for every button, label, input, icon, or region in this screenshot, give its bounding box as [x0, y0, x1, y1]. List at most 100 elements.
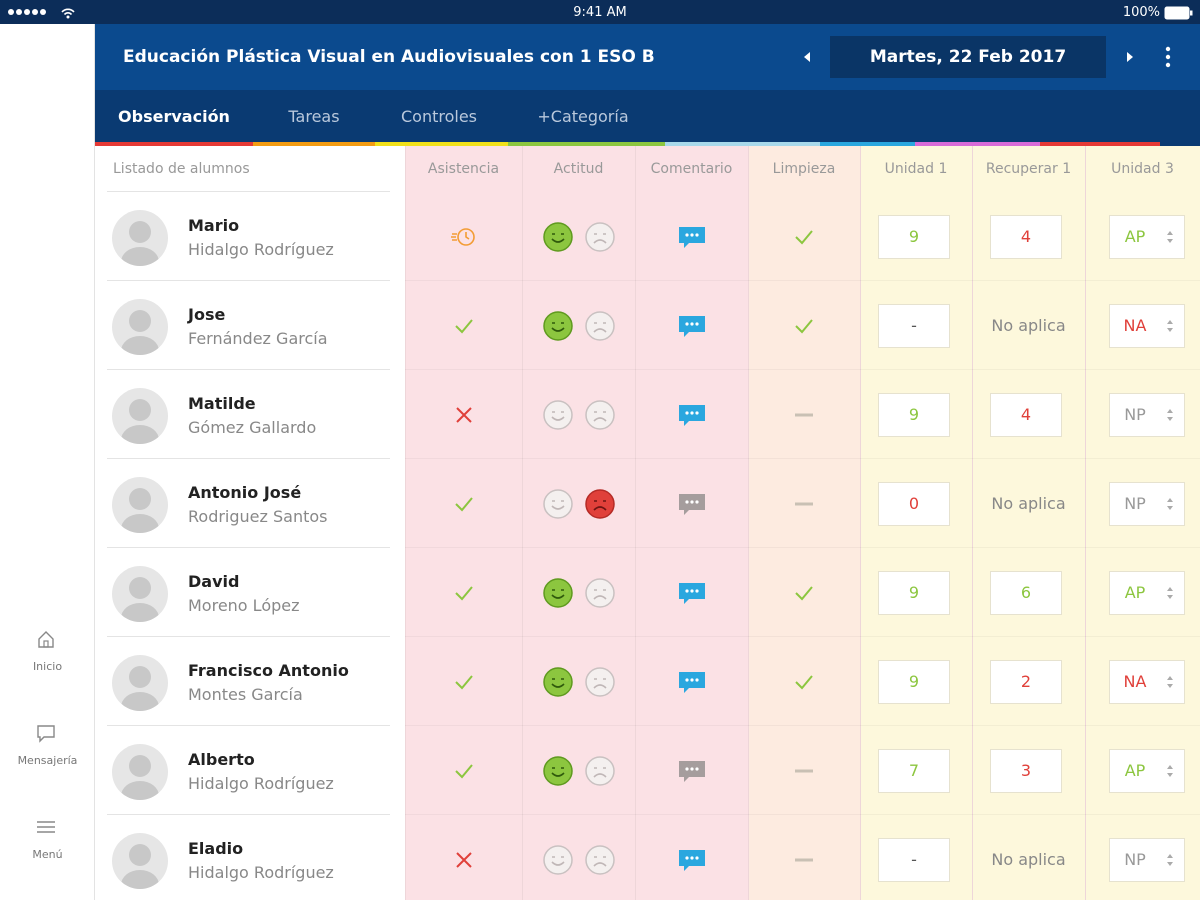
tab[interactable]: Controles: [400, 106, 477, 126]
grade-box[interactable]: 3: [990, 748, 1062, 793]
next-date[interactable]: [1118, 40, 1142, 74]
comment-button[interactable]: [635, 753, 748, 789]
grade-select[interactable]: NP: [1109, 837, 1185, 882]
cleanliness-status[interactable]: [748, 664, 860, 700]
attendance-status[interactable]: [405, 308, 522, 344]
icon: [542, 488, 573, 519]
attendance-status[interactable]: [405, 664, 522, 700]
select-arrows: [1164, 228, 1176, 246]
student-first-name[interactable]: Francisco Antonio: [188, 661, 349, 680]
student-first-name[interactable]: Antonio José: [188, 483, 302, 502]
tab[interactable]: Observación: [118, 106, 230, 126]
student-first-name[interactable]: Jose: [188, 305, 226, 324]
attendance-status[interactable]: [405, 753, 522, 789]
attitude-faces[interactable]: [522, 486, 635, 522]
grade-box[interactable]: 2: [990, 659, 1062, 704]
grade-box[interactable]: 0: [878, 481, 950, 526]
attitude-faces[interactable]: [522, 219, 635, 255]
sidebar-item-icon[interactable]: [35, 628, 59, 652]
student-last-name[interactable]: Gómez Gallardo: [188, 418, 317, 437]
student-last-name[interactable]: Moreno López: [188, 596, 300, 615]
grade-select[interactable]: AP: [1109, 214, 1185, 259]
sidebar-item-label[interactable]: Inicio: [32, 659, 63, 673]
attitude-faces[interactable]: [522, 397, 635, 433]
student-first-name[interactable]: Matilde: [188, 394, 256, 413]
row-divider: [405, 725, 1200, 726]
attitude-faces[interactable]: [522, 753, 635, 789]
cleanliness-status[interactable]: [748, 575, 860, 611]
attitude-faces[interactable]: [522, 842, 635, 878]
attitude-faces[interactable]: [522, 575, 635, 611]
grade-box[interactable]: 9: [878, 392, 950, 437]
cleanliness-status[interactable]: [748, 219, 860, 255]
grade-box[interactable]: -: [878, 303, 950, 348]
attitude-faces[interactable]: [522, 308, 635, 344]
student-last-name[interactable]: Fernández García: [188, 329, 328, 348]
cleanliness-status[interactable]: [748, 486, 860, 522]
attendance-status[interactable]: [405, 486, 522, 522]
grade-box[interactable]: 9: [878, 214, 950, 259]
grade-box[interactable]: 4: [990, 392, 1062, 437]
grade-box[interactable]: 9: [878, 659, 950, 704]
cleanliness-status[interactable]: [748, 753, 860, 789]
icon: [542, 399, 573, 430]
row-divider: [405, 814, 1200, 815]
grade-select[interactable]: AP: [1109, 748, 1185, 793]
grade-box[interactable]: 7: [878, 748, 950, 793]
grade-select[interactable]: NA: [1109, 303, 1185, 348]
icon: [542, 221, 573, 252]
grade-select[interactable]: NP: [1109, 481, 1185, 526]
icon: [121, 577, 159, 622]
sidebar-item-label[interactable]: Mensajería: [17, 753, 78, 767]
sidebar-item-icon[interactable]: [35, 816, 59, 840]
student-last-name[interactable]: Montes García: [188, 685, 303, 704]
tab[interactable]: +Categoría: [537, 106, 629, 126]
comment-button[interactable]: [635, 219, 748, 255]
attendance-status[interactable]: [405, 397, 522, 433]
cleanliness-status[interactable]: [748, 842, 860, 878]
battery-label: 100%: [1122, 4, 1160, 20]
student-last-name[interactable]: Hidalgo Rodríguez: [188, 240, 334, 259]
attendance-status[interactable]: [405, 219, 522, 255]
sidebar-item-icon[interactable]: [35, 722, 59, 746]
grade-box[interactable]: -: [878, 837, 950, 882]
student-first-name[interactable]: Eladio: [188, 839, 244, 858]
sidebar-item-label[interactable]: Menú: [32, 847, 63, 861]
grade-select[interactable]: NA: [1109, 659, 1185, 704]
more-menu[interactable]: [1156, 40, 1180, 74]
attendance-status[interactable]: [405, 575, 522, 611]
row-divider: [107, 814, 390, 815]
comment-button[interactable]: [635, 308, 748, 344]
grade-box[interactable]: 9: [878, 570, 950, 615]
comment-button[interactable]: [635, 486, 748, 522]
grade-select[interactable]: NP: [1109, 392, 1185, 437]
icon: [37, 821, 55, 833]
comment-button[interactable]: [635, 842, 748, 878]
tab-stripe: [820, 142, 915, 146]
icon: [454, 496, 473, 511]
icon: [121, 399, 159, 444]
student-first-name[interactable]: Alberto: [188, 750, 255, 769]
cleanliness-status[interactable]: [748, 397, 860, 433]
grade-box[interactable]: 6: [990, 570, 1062, 615]
grade-select[interactable]: AP: [1109, 570, 1185, 615]
grade-box[interactable]: 4: [990, 214, 1062, 259]
student-last-name[interactable]: Rodriguez Santos: [188, 507, 328, 526]
student-last-name[interactable]: Hidalgo Rodríguez: [188, 863, 334, 882]
comment-button[interactable]: [635, 575, 748, 611]
prev-date[interactable]: [795, 40, 819, 74]
comment-button[interactable]: [635, 664, 748, 700]
comment-button[interactable]: [635, 397, 748, 433]
student-last-name[interactable]: Hidalgo Rodríguez: [188, 774, 334, 793]
cleanliness-status[interactable]: [748, 308, 860, 344]
student-first-name[interactable]: David: [188, 572, 240, 591]
attitude-faces[interactable]: [522, 664, 635, 700]
student-first-name[interactable]: Mario: [188, 216, 240, 235]
attendance-status[interactable]: [405, 842, 522, 878]
date-box[interactable]: Martes, 22 Feb 2017: [830, 36, 1106, 78]
icon: [121, 310, 159, 355]
icon: [8, 8, 75, 19]
tab-stripe: [1040, 142, 1160, 146]
tab[interactable]: Tareas: [288, 106, 340, 126]
student-avatar: [112, 299, 168, 355]
